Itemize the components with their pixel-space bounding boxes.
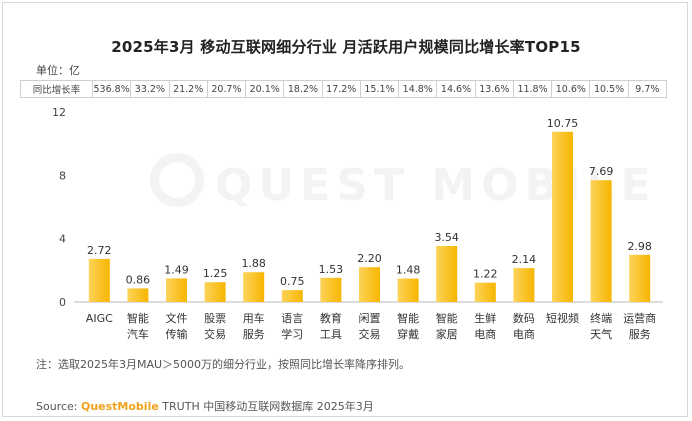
bar-value-label: 1.48 xyxy=(396,264,421,277)
y-tick-label: 12 xyxy=(52,106,66,119)
growth-rate-cell: 13.6% xyxy=(474,80,514,98)
source-prefix: Source: xyxy=(36,400,81,413)
chart-frame xyxy=(2,2,688,417)
bar-value-label: 10.75 xyxy=(547,117,579,130)
bar-value-label: 1.49 xyxy=(164,263,189,276)
y-tick-label: 4 xyxy=(59,233,66,246)
x-category-label: 闲置 xyxy=(359,311,381,325)
growth-rate-cell: 17.2% xyxy=(321,80,361,98)
x-category-label: 穿戴 xyxy=(397,327,419,341)
x-category-label: 服务 xyxy=(629,328,651,341)
bar-value-label: 2.72 xyxy=(87,244,112,257)
x-category-label: 用车 xyxy=(243,311,265,325)
unit-label: 单位：亿 xyxy=(36,64,80,77)
growth-rate-cell: 14.6% xyxy=(436,80,476,98)
chart-title: 2025年3月 移动互联网细分行业 月活跃用户规模同比增长率TOP15 xyxy=(111,38,581,56)
x-category-label: 智能 xyxy=(436,311,458,325)
bar-value-label: 3.54 xyxy=(434,231,459,244)
bar-value-label: 1.88 xyxy=(241,257,266,270)
x-category-label: 家居 xyxy=(436,327,458,341)
x-category-label: 短视频 xyxy=(546,311,579,325)
growth-rate-cell: 9.7% xyxy=(627,80,668,98)
watermark: QUEST MOBILE xyxy=(215,160,657,211)
x-category-label: 交易 xyxy=(204,327,226,341)
source-rest: TRUTH 中国移动互联网数据库 2025年3月 xyxy=(158,400,374,413)
x-category-label: 电商 xyxy=(513,327,535,341)
growth-rate-cell: 18.2% xyxy=(283,80,323,98)
x-category-label: 教育 xyxy=(320,311,342,325)
bar xyxy=(474,282,496,302)
bar xyxy=(204,282,226,302)
growth-rate-cell: 20.1% xyxy=(245,80,285,98)
bar xyxy=(166,278,187,302)
growth-rate-cell: 11.8% xyxy=(512,80,553,98)
bar xyxy=(243,272,265,302)
growth-rate-cell: 536.8% xyxy=(91,80,132,98)
growth-rate-cell: 33.2% xyxy=(130,80,170,98)
growth-rate-cell: 15.1% xyxy=(359,80,400,98)
x-category-label: 文件 xyxy=(166,311,188,325)
x-category-label: 终端 xyxy=(590,311,612,325)
watermark-logo-icon xyxy=(150,153,204,207)
x-category-label: AIGC xyxy=(86,312,113,325)
growth-rate-cell: 14.8% xyxy=(398,80,438,98)
growth-rate-cell: 21.2% xyxy=(168,80,208,98)
bar xyxy=(436,245,458,302)
growth-rate-cell: 10.6% xyxy=(551,80,591,98)
x-category-label: 语言 xyxy=(281,312,303,325)
bar xyxy=(127,288,149,302)
bar-value-label: 2.20 xyxy=(357,252,382,265)
source-line: Source: QuestMobile TRUTH 中国移动互联网数据库 202… xyxy=(36,398,374,414)
x-category-label: 生鲜 xyxy=(474,311,496,325)
x-category-label: 天气 xyxy=(590,327,612,341)
bar xyxy=(590,180,612,302)
bar-value-label: 1.53 xyxy=(319,263,344,276)
x-category-label: 数码 xyxy=(513,312,535,325)
bar xyxy=(397,278,419,302)
growth-rate-cell: 20.7% xyxy=(206,80,247,98)
x-category-label: 运营商 xyxy=(623,311,656,325)
x-category-label: 学习 xyxy=(281,327,303,341)
bar-value-label: 2.98 xyxy=(627,240,652,253)
bar xyxy=(281,290,303,302)
y-tick-label: 0 xyxy=(59,296,66,309)
x-category-label: 交易 xyxy=(359,327,381,341)
x-category-label: 服务 xyxy=(243,328,265,341)
y-tick-label: 8 xyxy=(59,169,66,182)
x-category-label: 股票 xyxy=(204,312,226,325)
bar xyxy=(513,268,535,302)
bar-value-label: 2.14 xyxy=(512,253,537,266)
source-brand: QuestMobile xyxy=(80,400,159,413)
x-category-label: 汽车 xyxy=(127,327,149,341)
growth-rate-cell: 10.5% xyxy=(589,80,629,98)
growth-rate-table: 同比增长率 536.8% 33.2% 21.2% 20.7% 20.1% 18.2% 17.… xyxy=(20,80,668,98)
bar-value-label: 0.86 xyxy=(126,273,151,286)
x-category-label: 电商 xyxy=(474,327,496,341)
x-category-label: 工具 xyxy=(320,328,342,341)
bar xyxy=(320,277,342,302)
bar-value-label: 1.25 xyxy=(203,267,228,280)
growth-rate-row: 同比增长率 536.8% 33.2% 21.2% 20.7% 20.1% 18.2% 17.… xyxy=(20,80,668,98)
bar xyxy=(629,254,651,302)
bar-value-label: 1.22 xyxy=(473,268,498,281)
bar-value-label: 0.75 xyxy=(280,275,305,288)
bar xyxy=(552,131,573,302)
growth-rate-label: 同比增长率 xyxy=(20,80,93,98)
footnote: 注：选取2025年3月MAU＞5000万的细分行业，按照同比增长率降序排列。 xyxy=(36,358,411,371)
x-category-label: 智能 xyxy=(397,311,419,325)
x-category-label: 智能 xyxy=(127,311,149,325)
bar xyxy=(88,258,110,302)
bar-value-label: 7.69 xyxy=(589,165,614,178)
x-category-label: 传输 xyxy=(166,327,188,341)
bar xyxy=(359,267,380,302)
